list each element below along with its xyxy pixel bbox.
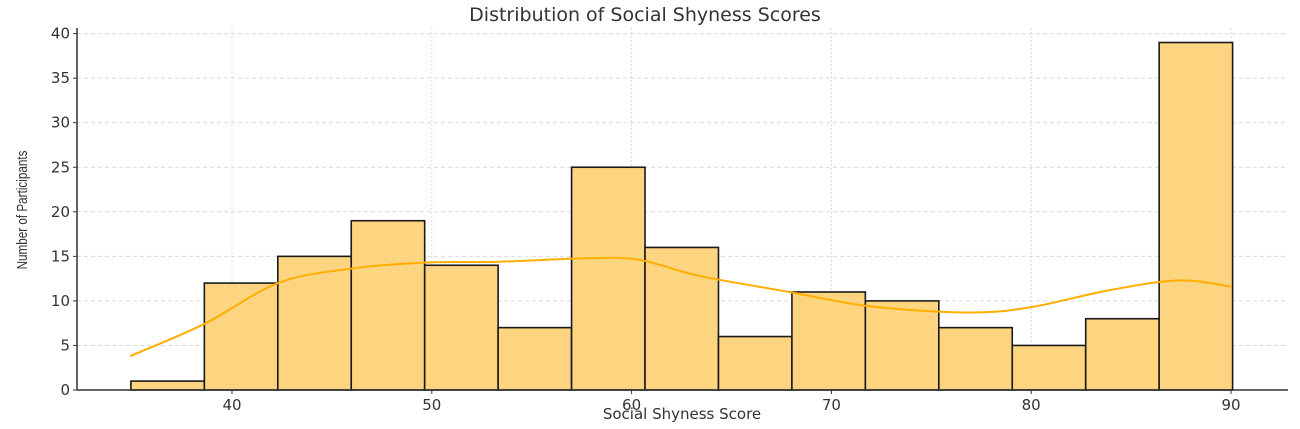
histogram-bar	[423, 264, 499, 391]
y-tick-labels: 0 5 10 15 20 25 30 35 40	[51, 25, 77, 399]
y-tick-label: 25	[51, 158, 70, 176]
x-tick-label: 50	[422, 396, 441, 414]
x-tick-label: 80	[1022, 396, 1041, 414]
histogram-bar	[350, 219, 426, 391]
x-tick-label: 40	[222, 396, 241, 414]
histogram-bar	[938, 326, 1014, 391]
x-tick-labels: 40 50 60 70 80 90	[222, 390, 1241, 414]
histogram-bar	[791, 291, 867, 391]
histogram-bar	[644, 246, 720, 391]
chart-title: Distribution of Social Shyness Scores	[469, 4, 821, 26]
axes	[76, 28, 1288, 391]
histogram-bar	[203, 282, 279, 391]
histogram-bar	[276, 255, 353, 391]
y-tick-label: 15	[51, 247, 70, 265]
histogram-bars	[130, 41, 1234, 391]
x-tick-label: 60	[622, 396, 641, 414]
histogram-bar	[570, 166, 646, 391]
histogram-bar	[864, 300, 940, 391]
y-axis-label: Number of Participants	[14, 150, 31, 269]
x-tick-label: 70	[822, 396, 841, 414]
histogram-bar	[1011, 344, 1087, 391]
y-tick-label: 0	[60, 381, 70, 399]
y-tick-label: 40	[51, 25, 70, 43]
histogram-bar	[717, 335, 793, 391]
histogram-bar	[1158, 41, 1234, 391]
x-tick-label: 90	[1221, 396, 1240, 414]
y-tick-label: 10	[51, 292, 70, 310]
y-tick-label: 35	[51, 69, 70, 87]
histogram-bar	[130, 380, 206, 391]
y-tick-label: 20	[51, 203, 70, 221]
histogram-bar	[1084, 317, 1160, 391]
y-tick-label: 5	[60, 336, 70, 354]
x-axis-label: Social Shyness Score	[603, 405, 761, 423]
histogram-bar	[497, 326, 573, 391]
y-tick-label: 30	[51, 114, 70, 132]
kde-curve	[129, 256, 1232, 358]
